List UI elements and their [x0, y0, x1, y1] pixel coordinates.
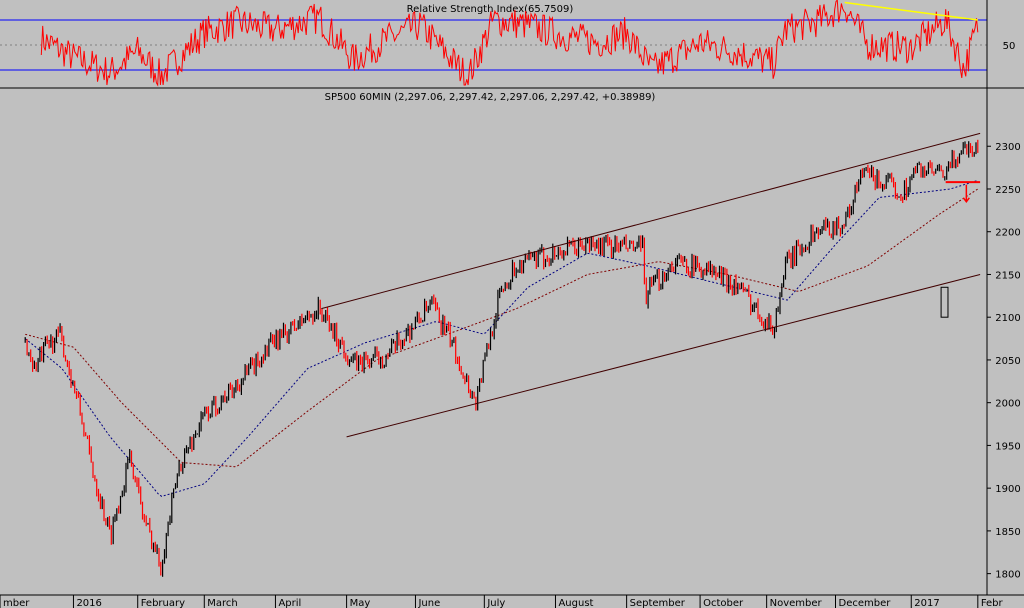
- price-plot: [24, 139, 979, 577]
- rsi-bands: [0, 19, 987, 71]
- price-panel: SP500 60MIN (2,297.06, 2,297.42, 2,297.0…: [24, 92, 1021, 581]
- price-tick-label: 2100: [995, 313, 1020, 324]
- x-tick-label: February: [141, 598, 185, 608]
- price-tick-label: 2250: [995, 185, 1020, 196]
- x-tick-label: October: [703, 598, 744, 608]
- x-tick-label: 2016: [76, 598, 101, 608]
- x-tick-label: April: [278, 598, 301, 608]
- x-tick-label: November: [770, 598, 823, 608]
- x-tick-label: September: [630, 598, 686, 608]
- price-tick-label: 1900: [995, 484, 1020, 495]
- price-tick-label: 2200: [995, 228, 1020, 239]
- x-tick-label: March: [207, 598, 237, 608]
- ma-line-ma1: [24, 179, 978, 497]
- rsi-y-ticks: 50: [1003, 41, 1016, 52]
- x-tick-label: December: [839, 598, 892, 608]
- channel-trendline: [321, 132, 981, 310]
- price-annotations: [321, 132, 981, 438]
- ma-line-ma2: [25, 188, 979, 468]
- price-tick-label: 2300: [995, 142, 1020, 153]
- x-tick-label: 2017: [914, 598, 939, 608]
- marker-box: [940, 286, 949, 318]
- rsi-panel: Relative Strength Index(65.7509) 50: [0, 0, 1016, 87]
- price-tick-label: 2150: [995, 270, 1020, 281]
- price-tick-label: 1950: [995, 441, 1020, 452]
- price-y-ticks: 1800 1850 1900 1950 2000 2050 2100 2150 2200 2250…: [987, 142, 1021, 581]
- rsi-title: Relative Strength Index(65.7509): [407, 4, 574, 15]
- price-tick-label: 2000: [995, 399, 1020, 410]
- channel-trendline: [346, 273, 981, 438]
- x-axis: mber 2016 February March April May June July Aug…: [0, 595, 1004, 608]
- x-tick-label: July: [486, 598, 505, 608]
- x-tick-label: May: [350, 598, 371, 608]
- price-tick-label: 1850: [995, 527, 1020, 538]
- rsi-trendline: [844, 1, 978, 21]
- x-tick-label: Febr: [981, 598, 1004, 608]
- down-arrow-head: [962, 197, 970, 204]
- rsi-line: [40, 0, 979, 87]
- rsi-tick-label: 50: [1003, 41, 1016, 52]
- x-tick-label: June: [417, 598, 440, 608]
- x-tick-label: mber: [3, 598, 30, 608]
- rsi-plot: [40, 0, 979, 87]
- price-tick-label: 2050: [995, 356, 1020, 367]
- x-tick-label: August: [558, 598, 593, 608]
- price-tick-label: 1800: [995, 570, 1020, 581]
- price-title: SP500 60MIN (2,297.06, 2,297.42, 2,297.0…: [325, 92, 656, 103]
